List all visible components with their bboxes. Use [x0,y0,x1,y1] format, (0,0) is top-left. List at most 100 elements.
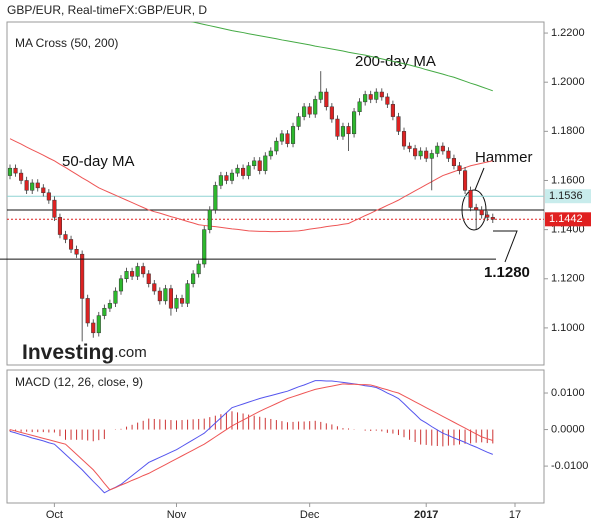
callout-pointer [493,230,518,263]
candle-body [130,271,135,277]
candle-body [279,133,284,142]
candle-body [324,91,329,108]
candle-body [174,298,179,309]
candle-body [313,99,318,115]
candle-body [246,165,251,176]
candle-body [357,101,362,112]
chart-title: GBP/EUR, Real-timeFX:GBP/EUR, D [7,3,207,17]
candle-body [440,145,445,152]
candle-body [263,155,268,171]
annotation: Hammer [475,149,533,166]
candle-body [479,209,484,216]
y-tick-label: 1.1400 [551,224,585,236]
price-tag [545,212,591,227]
candle-body [80,253,85,299]
candle-body [329,106,334,120]
candle-body [191,273,196,284]
candle-body [274,140,279,152]
candle-body [124,271,129,280]
candle-body [241,167,246,176]
candle-body [46,192,51,201]
candle-body [485,214,490,218]
candle-body [424,150,429,159]
price-tag-label: 1.1536 [549,190,583,202]
series-label: 50-day MA [62,153,135,170]
candle-body [235,167,240,174]
y-tick-label: 1.1200 [551,273,585,285]
candle-body [63,234,68,240]
candle-body [13,167,18,174]
candle-body [340,126,346,137]
candle-body [268,150,273,157]
y-tick-label: 1.1800 [551,125,585,137]
y-tick-label: 1.2000 [551,76,585,88]
candle-body [401,131,407,147]
candle-body [152,283,157,292]
annotation-pointer [474,167,485,191]
candle-body [85,298,90,324]
price-tag [545,189,591,204]
candle-body [102,307,107,316]
candle-body [24,180,29,191]
candle-body [213,185,218,211]
pane-label: MACD (12, 26, close, 9) [15,375,143,389]
logo-suffix: .com [114,344,147,361]
candle-body [413,148,418,157]
candle-body [474,207,479,211]
candle-body [168,288,173,309]
candle-body [202,229,207,265]
y-tick-label: 1.1000 [551,322,585,334]
logo: Investing.com [22,341,147,364]
candle-body [146,273,151,284]
y-tick-label: 0.0000 [551,423,585,435]
candle-body [252,160,257,166]
pane-label: MA Cross (50, 200) [15,36,118,50]
candle-body [218,175,223,186]
candle-body [257,160,262,171]
candle-body [490,217,495,220]
candle-body [463,170,468,191]
x-tick-label: 17 [509,509,521,521]
candle-body [163,288,168,302]
candle-body [52,199,57,218]
candle-body [185,283,190,304]
candle-body [135,266,140,277]
y-tick-label: 0.0100 [551,387,585,399]
y-tick-label: 1.1600 [551,174,585,186]
candle-body [335,118,340,137]
candle-body [307,106,312,115]
candle-body [35,182,40,189]
x-tick-label: Dec [300,509,320,521]
price-tag-label: 1.1442 [549,213,583,225]
candle-body [107,303,112,309]
candle-body [407,145,412,149]
candle-body [141,266,146,275]
candle-body [74,249,79,255]
candle-body [207,209,212,230]
candle-body [57,217,62,235]
candle-body [113,290,118,304]
candle-body [379,91,384,98]
candle-body [224,175,229,181]
candle-body [285,133,290,144]
candle-body [229,172,235,181]
candle-body [118,278,124,292]
candle-body [296,116,301,127]
candle-body [385,96,390,105]
candle-body [68,239,74,250]
candle-body [346,126,351,135]
candle-body [390,104,395,117]
line-series [9,138,493,233]
candle-body [91,322,96,334]
candle-body [7,167,13,176]
candle-body [318,91,323,100]
x-tick-label: Nov [167,509,187,521]
candle-body [457,165,462,171]
line-series [190,22,493,92]
price-pane [6,21,545,366]
candle-body [435,145,440,154]
candle-body [96,315,101,334]
y-tick-label: 1.2200 [551,27,585,39]
